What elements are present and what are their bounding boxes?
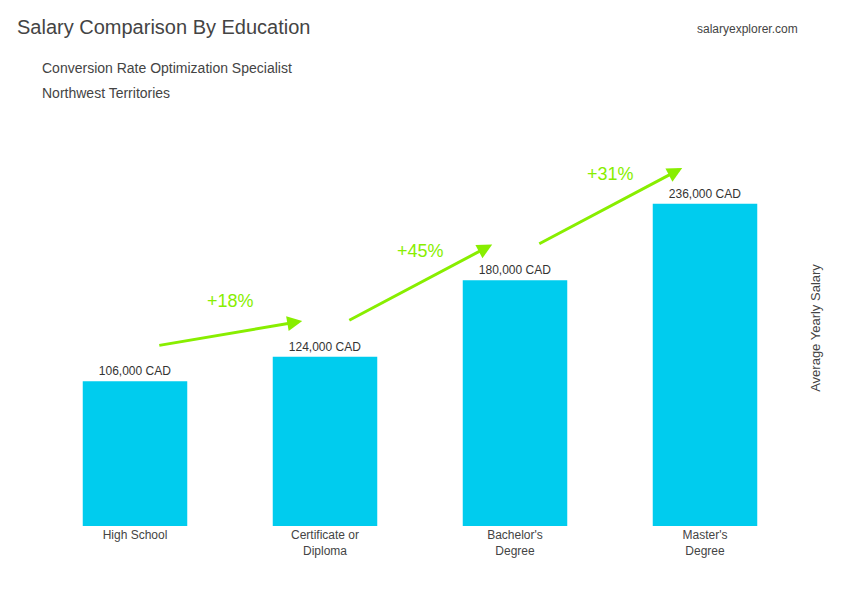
svg-text:High School: High School xyxy=(103,528,168,542)
svg-text:Bachelor'sDegree: Bachelor'sDegree xyxy=(487,528,543,558)
svg-text:Master'sDegree: Master'sDegree xyxy=(683,528,728,558)
svg-text:236,000 CAD: 236,000 CAD xyxy=(669,187,741,201)
svg-text:+45%: +45% xyxy=(397,241,444,261)
svg-text:Northwest Territories: Northwest Territories xyxy=(42,85,170,101)
svg-text:Salary Comparison By Education: Salary Comparison By Education xyxy=(17,16,310,38)
svg-text:180,000 CAD: 180,000 CAD xyxy=(479,263,551,277)
svg-text:+18%: +18% xyxy=(207,291,254,311)
svg-text:124,000 CAD: 124,000 CAD xyxy=(289,340,361,354)
svg-text:salaryexplorer.com: salaryexplorer.com xyxy=(697,22,798,36)
svg-text:Average Yearly Salary: Average Yearly Salary xyxy=(808,264,823,392)
svg-text:+31%: +31% xyxy=(587,164,634,184)
svg-text:Certificate orDiploma: Certificate orDiploma xyxy=(291,528,359,558)
svg-text:Conversion Rate Optimization S: Conversion Rate Optimization Specialist xyxy=(42,60,292,76)
svg-text:106,000 CAD: 106,000 CAD xyxy=(99,364,171,378)
